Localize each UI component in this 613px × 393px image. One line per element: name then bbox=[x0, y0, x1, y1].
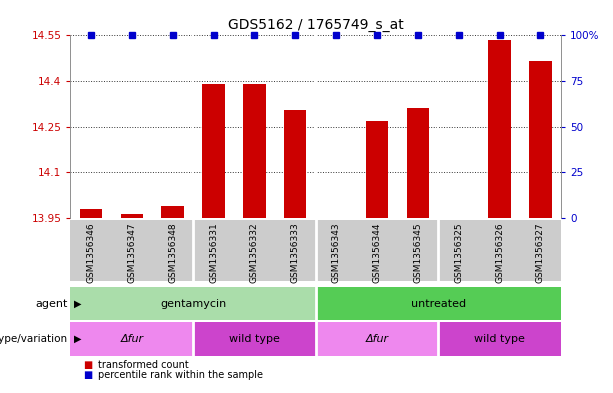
Bar bbox=[234, 220, 275, 281]
Text: transformed count: transformed count bbox=[98, 360, 189, 371]
Text: agent: agent bbox=[35, 299, 67, 309]
Bar bbox=[121, 213, 143, 218]
Bar bbox=[316, 322, 438, 356]
Bar bbox=[80, 209, 102, 218]
Bar bbox=[529, 61, 552, 218]
Text: Δfur: Δfur bbox=[120, 334, 143, 344]
Bar bbox=[275, 220, 316, 281]
Text: GSM1356347: GSM1356347 bbox=[128, 222, 136, 283]
Bar bbox=[70, 322, 193, 356]
Bar bbox=[161, 206, 184, 218]
Text: gentamycin: gentamycin bbox=[160, 299, 226, 309]
Text: GSM1356326: GSM1356326 bbox=[495, 222, 504, 283]
Bar bbox=[316, 287, 561, 320]
Bar bbox=[438, 220, 479, 281]
Text: ▶: ▶ bbox=[74, 334, 81, 344]
Text: GSM1356343: GSM1356343 bbox=[332, 222, 341, 283]
Text: genotype/variation: genotype/variation bbox=[0, 334, 67, 344]
Bar bbox=[70, 220, 112, 281]
Bar bbox=[366, 121, 388, 218]
Bar bbox=[112, 220, 152, 281]
Bar bbox=[243, 84, 265, 218]
Bar bbox=[357, 220, 397, 281]
Title: GDS5162 / 1765749_s_at: GDS5162 / 1765749_s_at bbox=[228, 18, 403, 31]
Text: wild type: wild type bbox=[229, 334, 280, 344]
Bar bbox=[325, 217, 348, 218]
Text: wild type: wild type bbox=[474, 334, 525, 344]
Bar bbox=[284, 110, 306, 218]
Bar bbox=[397, 220, 438, 281]
Bar bbox=[193, 322, 316, 356]
Bar bbox=[438, 322, 561, 356]
Bar bbox=[193, 220, 234, 281]
Text: GSM1356333: GSM1356333 bbox=[291, 222, 300, 283]
Bar bbox=[152, 220, 193, 281]
Text: ▶: ▶ bbox=[74, 299, 81, 309]
Text: GSM1356346: GSM1356346 bbox=[86, 222, 96, 283]
Text: ■: ■ bbox=[83, 360, 92, 371]
Bar bbox=[520, 220, 561, 281]
Text: percentile rank within the sample: percentile rank within the sample bbox=[98, 370, 263, 380]
Text: GSM1356344: GSM1356344 bbox=[373, 222, 381, 283]
Bar bbox=[447, 217, 470, 218]
Text: untreated: untreated bbox=[411, 299, 466, 309]
Text: GSM1356345: GSM1356345 bbox=[413, 222, 422, 283]
Text: GSM1356325: GSM1356325 bbox=[454, 222, 463, 283]
Bar bbox=[489, 40, 511, 218]
Text: GSM1356327: GSM1356327 bbox=[536, 222, 545, 283]
Bar bbox=[479, 220, 520, 281]
Text: Δfur: Δfur bbox=[365, 334, 389, 344]
Bar bbox=[406, 108, 429, 218]
Bar bbox=[316, 220, 357, 281]
Text: GSM1356332: GSM1356332 bbox=[250, 222, 259, 283]
Text: GSM1356331: GSM1356331 bbox=[209, 222, 218, 283]
Text: GSM1356348: GSM1356348 bbox=[168, 222, 177, 283]
Text: ■: ■ bbox=[83, 370, 92, 380]
Bar bbox=[202, 84, 225, 218]
Bar bbox=[70, 287, 316, 320]
